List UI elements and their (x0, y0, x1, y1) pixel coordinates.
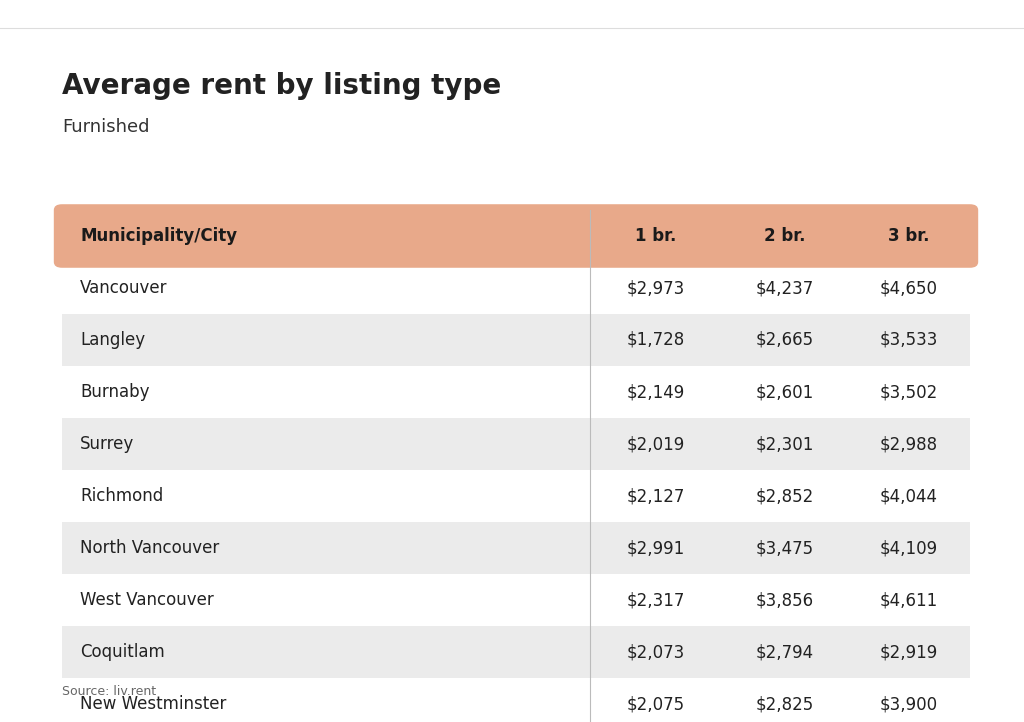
Text: $4,650: $4,650 (880, 279, 938, 297)
Text: $3,533: $3,533 (880, 331, 938, 349)
Text: West Vancouver: West Vancouver (80, 591, 214, 609)
Text: Municipality/City: Municipality/City (80, 227, 238, 245)
Text: $2,665: $2,665 (756, 331, 814, 349)
Text: $2,825: $2,825 (756, 695, 814, 713)
Text: $2,301: $2,301 (756, 435, 814, 453)
Text: $3,475: $3,475 (756, 539, 814, 557)
Text: Average rent by listing type: Average rent by listing type (62, 72, 502, 100)
Text: $2,075: $2,075 (627, 695, 685, 713)
Text: $2,991: $2,991 (627, 539, 685, 557)
Text: $3,900: $3,900 (880, 695, 938, 713)
Text: Source: liv.rent: Source: liv.rent (62, 685, 156, 698)
Text: 1 br.: 1 br. (635, 227, 677, 245)
Text: $2,073: $2,073 (627, 643, 685, 661)
Text: $2,019: $2,019 (627, 435, 685, 453)
Text: $2,794: $2,794 (756, 643, 814, 661)
Text: New Westminster: New Westminster (80, 695, 226, 713)
Text: $2,919: $2,919 (880, 643, 938, 661)
Text: Vancouver: Vancouver (80, 279, 168, 297)
Text: $2,127: $2,127 (627, 487, 685, 505)
Text: $4,611: $4,611 (880, 591, 938, 609)
Text: Furnished: Furnished (62, 118, 150, 136)
Text: Richmond: Richmond (80, 487, 163, 505)
Text: $2,149: $2,149 (627, 383, 685, 401)
Text: $4,044: $4,044 (880, 487, 938, 505)
Text: Langley: Langley (80, 331, 145, 349)
Text: $1,728: $1,728 (627, 331, 685, 349)
Text: $2,317: $2,317 (627, 591, 685, 609)
Text: $4,109: $4,109 (880, 539, 938, 557)
Text: $2,988: $2,988 (880, 435, 938, 453)
Text: $3,856: $3,856 (756, 591, 814, 609)
Text: 2 br.: 2 br. (764, 227, 806, 245)
Text: Surrey: Surrey (80, 435, 134, 453)
Text: $3,502: $3,502 (880, 383, 938, 401)
Text: Coquitlam: Coquitlam (80, 643, 165, 661)
Text: 3 br.: 3 br. (888, 227, 930, 245)
Text: Burnaby: Burnaby (80, 383, 150, 401)
Text: $2,973: $2,973 (627, 279, 685, 297)
Text: $2,852: $2,852 (756, 487, 814, 505)
Text: $2,601: $2,601 (756, 383, 814, 401)
Text: $4,237: $4,237 (756, 279, 814, 297)
Text: North Vancouver: North Vancouver (80, 539, 219, 557)
